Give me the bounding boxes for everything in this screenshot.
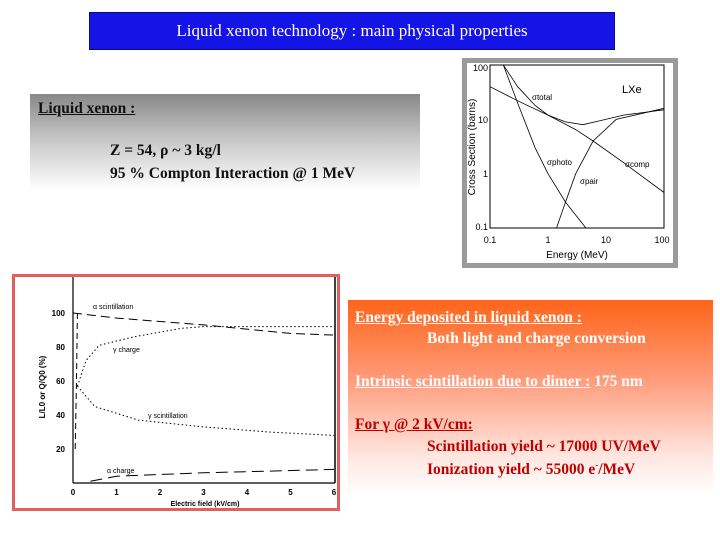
plot-frame xyxy=(489,64,665,229)
scintillation-line: Intrinsic scintillation due to dimer : 1… xyxy=(355,373,643,391)
scintillation-yield: Scintillation yield ~ 17000 UV/MeV xyxy=(427,438,661,455)
x-tick: 0.1 xyxy=(484,235,497,245)
x-tick: 0 xyxy=(71,488,76,497)
curve-gamma-scintillation xyxy=(77,385,335,436)
field-dependence-figure: L/L0 or Q/Q0 (%) Electric field (kV/cm) … xyxy=(12,274,340,511)
y-tick: 10 xyxy=(478,115,488,125)
gamma-condition-heading: For γ @ 2 kV/cm: xyxy=(355,416,473,433)
x-tick: 2 xyxy=(158,488,163,497)
curve-total xyxy=(503,64,665,126)
x-tick: 6 xyxy=(332,488,337,497)
ionization-yield: Ionization yield ~ 55000 e-/MeV xyxy=(427,460,636,479)
field-dependence-plot: L/L0 or Q/Q0 (%) Electric field (kV/cm) … xyxy=(38,277,337,508)
energy-deposit-heading: Energy deposited in liquid xenon : xyxy=(355,309,582,326)
slide-title: Liquid xenon technology : main physical … xyxy=(89,12,615,50)
curve-gamma-charge xyxy=(76,326,334,387)
x-tick: 3 xyxy=(201,488,206,497)
properties-info-box: Energy deposited in liquid xenon : Both … xyxy=(348,300,713,495)
y-tick: 40 xyxy=(56,411,65,420)
curve-label-alpha-scintillation: α scintillation xyxy=(93,304,133,311)
curve-label-photo: σphoto xyxy=(547,158,573,167)
scintillation-heading: Intrinsic scintillation due to dimer : xyxy=(355,373,591,390)
x-tick: 5 xyxy=(288,488,293,497)
curve-label-total: σtotal xyxy=(532,93,552,102)
curve-label-comp: σcomp xyxy=(625,160,650,169)
x-tick: 1 xyxy=(545,235,550,245)
material-label: LXe xyxy=(622,84,642,96)
y-tick: 1 xyxy=(483,169,488,179)
x-tick: 10 xyxy=(601,235,611,245)
atomic-number-density: Z = 54, ρ ~ 3 kg/l xyxy=(110,142,221,159)
y-tick: 100 xyxy=(473,63,488,73)
x-tick: 4 xyxy=(245,488,250,497)
x-tick: 100 xyxy=(654,235,669,245)
curve-pair xyxy=(556,107,665,229)
compton-fraction: 95 % Compton Interaction @ 1 MeV xyxy=(110,165,356,182)
curve-label-gamma-scintillation: γ scintillation xyxy=(148,413,188,420)
curve-alpha-scintillation xyxy=(72,312,335,336)
curve-photo xyxy=(503,64,587,229)
y-tick: 60 xyxy=(56,377,65,386)
y-tick: 0.1 xyxy=(475,222,488,232)
y-tick: 20 xyxy=(56,445,65,454)
y-tick: 80 xyxy=(56,343,65,352)
y-tick: 100 xyxy=(52,309,66,318)
curve-vertical-rise xyxy=(74,312,78,450)
curve-label-alpha-charge: α charge xyxy=(107,468,135,475)
energy-deposit-text: Both light and charge conversion xyxy=(427,330,646,347)
y-axis-label: L/L0 or Q/Q0 (%) xyxy=(38,355,47,418)
x-axis-label: Electric field (kV/cm) xyxy=(171,501,240,508)
x-axis-label: Energy (MeV) xyxy=(546,250,608,261)
curve-compton xyxy=(489,86,665,193)
liquid-xenon-box: Liquid xenon : Z = 54, ρ ~ 3 kg/l 95 % C… xyxy=(30,94,420,190)
y-axis-label: Cross Section (barns) xyxy=(467,99,478,196)
cross-section-figure: Cross Section (barns) Energy (MeV) LXe 0… xyxy=(462,58,678,268)
curve-label-pair: σpair xyxy=(580,177,599,186)
scintillation-wavelength: 175 nm xyxy=(594,373,643,390)
cross-section-plot: Cross Section (barns) Energy (MeV) LXe 0… xyxy=(467,63,670,261)
liquid-xenon-heading: Liquid xenon : xyxy=(38,100,136,117)
x-tick: 1 xyxy=(114,488,119,497)
curve-label-gamma-charge: γ charge xyxy=(113,347,140,354)
